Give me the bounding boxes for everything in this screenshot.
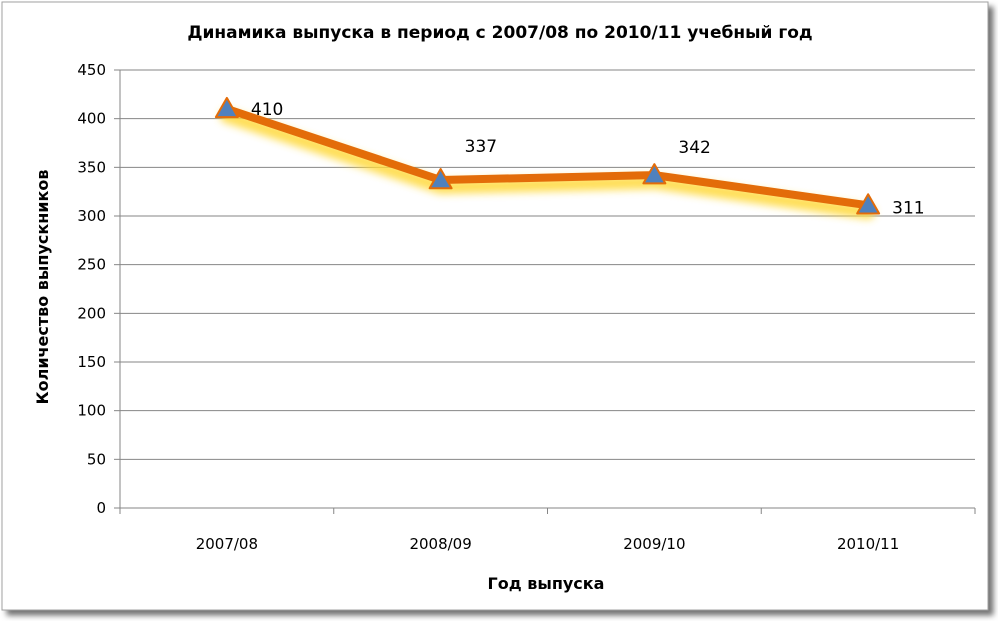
series-line (222, 104, 873, 210)
y-axis-ticks: 0 50 100 150 200 250 300 350 400 450 (77, 61, 120, 517)
data-labels: 410 337 342 311 (251, 100, 925, 218)
x-tick-label: 2010/11 (837, 535, 899, 553)
y-tick-label: 400 (77, 110, 106, 128)
y-tick-label: 200 (77, 304, 106, 322)
x-tick-label: 2009/10 (623, 535, 685, 553)
chart-frame (1, 1, 989, 611)
data-point-marker (642, 163, 667, 185)
x-axis-title: Год выпуска (488, 574, 605, 593)
data-label: 337 (465, 137, 497, 157)
y-axis-title: Количество выпускников (33, 170, 52, 405)
y-tick-label: 350 (77, 158, 106, 176)
y-tick-label: 300 (77, 207, 106, 225)
y-tick-label: 150 (77, 353, 106, 371)
y-tick-label: 0 (96, 499, 106, 517)
series-glow (219, 108, 876, 220)
x-axis-ticks: 2007/08 2008/09 2009/10 2010/11 (119, 508, 976, 553)
x-tick-label: 2007/08 (196, 535, 258, 553)
y-tick-label: 450 (77, 61, 106, 79)
data-point-marker (856, 193, 881, 215)
gridlines (120, 69, 975, 460)
series-group (214, 96, 881, 220)
y-tick-label: 50 (87, 450, 106, 468)
data-point-marker (214, 96, 239, 119)
data-label: 410 (251, 100, 283, 120)
y-tick-label: 100 (77, 402, 106, 420)
data-label: 311 (892, 198, 924, 218)
x-tick-label: 2008/09 (409, 535, 471, 553)
chart-title: Динамика выпуска в период с 2007/08 по 2… (187, 23, 812, 43)
data-point-marker (428, 167, 453, 190)
y-tick-label: 250 (77, 256, 106, 274)
data-label: 342 (678, 138, 710, 158)
